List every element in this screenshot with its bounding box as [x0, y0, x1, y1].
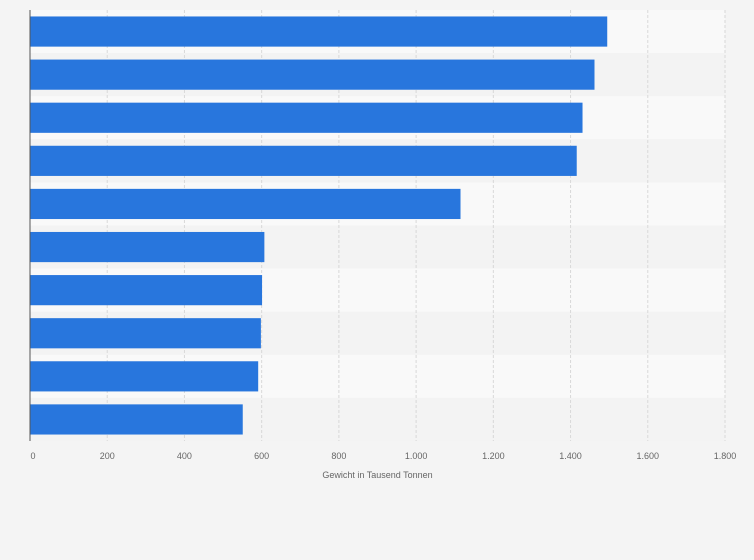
x-tick-label: 1.200 [482, 451, 505, 461]
x-tick-label: 1.000 [405, 451, 428, 461]
bar[interactable] [30, 404, 243, 435]
bar[interactable] [30, 231, 265, 263]
x-tick-label: 1.800 [714, 451, 737, 461]
bar[interactable] [30, 16, 608, 47]
x-tick-label: 800 [331, 451, 346, 461]
bar[interactable] [30, 361, 259, 392]
bar[interactable] [30, 145, 577, 176]
x-axis-title: Gewicht in Tausend Tonnen [322, 470, 432, 480]
x-tick-labels: 0 200 400 600 800 1.000 1.200 1.400 1.600 1.800 [30, 451, 736, 461]
x-tick-label: 200 [100, 451, 115, 461]
bar[interactable] [30, 188, 461, 220]
bar[interactable] [30, 59, 595, 90]
x-tick-label: 600 [254, 451, 269, 461]
x-tick-label: 0 [30, 451, 35, 461]
x-tick-label: 1.400 [559, 451, 582, 461]
bars [30, 16, 608, 435]
x-tick-label: 1.600 [637, 451, 660, 461]
bar[interactable] [30, 102, 583, 133]
x-tick-label: 400 [177, 451, 192, 461]
bar[interactable] [30, 275, 263, 306]
bar[interactable] [30, 318, 261, 349]
